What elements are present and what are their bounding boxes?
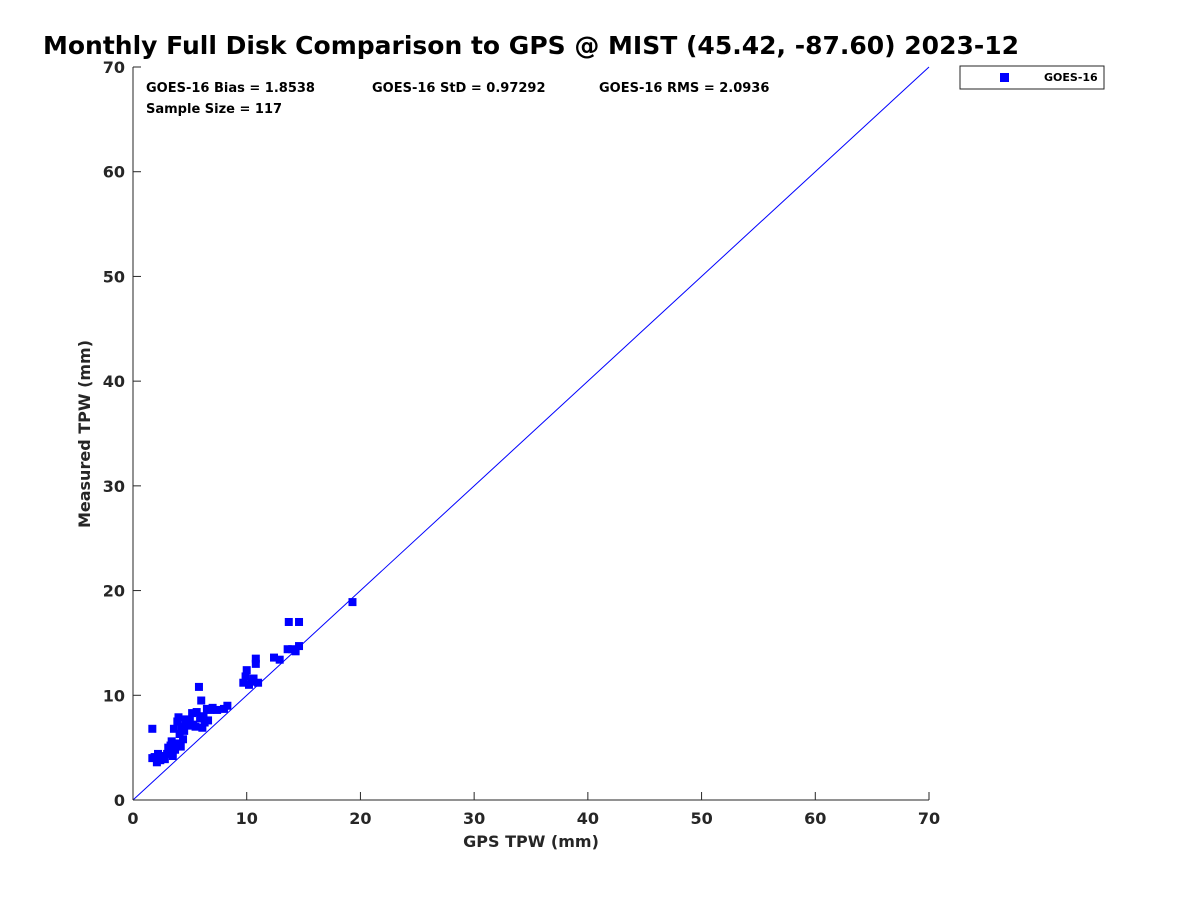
y-tick-label: 40 (103, 372, 125, 391)
data-point (166, 741, 175, 750)
legend: GOES-16 (959, 65, 1105, 90)
x-tick-label: 60 (804, 809, 826, 828)
stat-bias: GOES-16 Bias = 1.8538 (146, 81, 315, 96)
y-tick-label: 50 (103, 267, 125, 286)
data-point (169, 724, 178, 733)
y-axis-ticks: 0 10 20 30 40 50 60 70 (103, 58, 141, 810)
data-point (295, 642, 304, 651)
x-tick-label: 70 (918, 809, 940, 828)
x-tick-label: 50 (690, 809, 712, 828)
data-point (175, 730, 184, 739)
y-tick-label: 60 (103, 163, 125, 182)
goes16-points (148, 598, 357, 767)
data-point (208, 703, 217, 712)
data-point (171, 745, 180, 754)
data-point (198, 723, 207, 732)
y-tick-label: 30 (103, 477, 125, 496)
data-point (242, 666, 251, 675)
data-point (185, 716, 194, 725)
plot-area: 0 10 20 30 40 50 60 70 0 10 20 30 40 50 60 70 (103, 58, 940, 828)
data-point (168, 752, 177, 761)
legend-marker-goes16 (1000, 73, 1009, 82)
x-tick-label: 10 (236, 809, 258, 828)
data-point (194, 682, 203, 691)
data-point (283, 645, 292, 654)
data-point (160, 755, 169, 764)
data-point (204, 716, 213, 725)
data-point (192, 708, 201, 717)
y-tick-label: 20 (103, 582, 125, 601)
data-point (173, 717, 182, 726)
data-point (174, 713, 183, 722)
data-point (284, 617, 293, 626)
data-point (213, 705, 222, 714)
x-axis-label: GPS TPW (mm) (463, 832, 599, 851)
data-point (156, 756, 165, 765)
data-point (176, 742, 185, 751)
stat-std: GOES-16 StD = 0.97292 (372, 81, 546, 96)
y-tick-label: 0 (114, 791, 125, 810)
data-point (249, 674, 258, 683)
data-point (270, 653, 279, 662)
data-point (191, 722, 200, 731)
data-point (165, 747, 174, 756)
x-axis-ticks: 0 10 20 30 40 50 60 70 (127, 792, 940, 828)
x-tick-label: 20 (349, 809, 371, 828)
data-point (275, 655, 284, 664)
data-point (251, 654, 260, 663)
legend-label-goes16: GOES-16 (1044, 71, 1098, 84)
data-point (295, 617, 304, 626)
data-point (172, 739, 181, 748)
data-point (241, 672, 250, 681)
x-tick-label: 40 (577, 809, 599, 828)
data-point (291, 647, 300, 656)
stat-sample-size: Sample Size = 117 (146, 102, 282, 117)
data-point (251, 659, 260, 668)
data-point (179, 735, 188, 744)
data-point (154, 749, 163, 758)
data-point (180, 726, 189, 735)
data-point (223, 701, 232, 710)
legend-box (959, 65, 1105, 90)
data-point (239, 678, 248, 687)
data-point (254, 678, 263, 687)
data-point (167, 737, 176, 746)
chart-title: Monthly Full Disk Comparison to GPS @ MI… (43, 31, 1019, 60)
x-tick-label: 0 (127, 809, 138, 828)
data-point (188, 709, 197, 718)
data-point (184, 721, 193, 730)
x-tick-label: 30 (463, 809, 485, 828)
y-tick-label: 10 (103, 686, 125, 705)
y-tick-label: 70 (103, 58, 125, 77)
data-point (148, 724, 157, 733)
data-point (177, 722, 186, 731)
y-axis-label: Measured TPW (mm) (75, 340, 94, 528)
one-to-one-reference-line (132, 66, 930, 801)
data-point (197, 696, 206, 705)
data-point (348, 598, 357, 607)
data-point (199, 712, 208, 721)
stat-rms: GOES-16 RMS = 2.0936 (599, 81, 769, 96)
